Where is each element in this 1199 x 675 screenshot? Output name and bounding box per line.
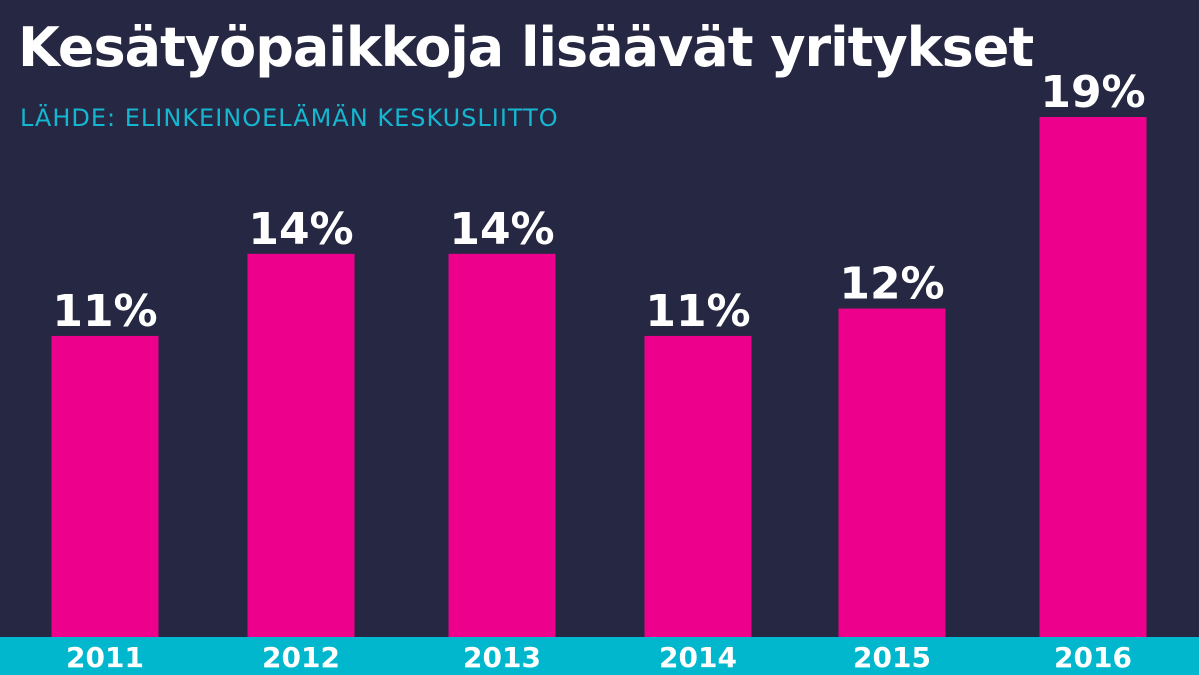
bar-2014 bbox=[644, 335, 752, 637]
x-tick-label-2013: 2013 bbox=[463, 641, 541, 674]
chart-source: LÄHDE: ELINKEINOELÄMÄN KESKUSLIITTO bbox=[20, 104, 559, 132]
x-tick-label-2014: 2014 bbox=[659, 641, 737, 674]
x-tick-labels-group: 2011 2012 2013 2014 2015 2016 bbox=[66, 641, 1132, 674]
value-label-2013: 14% bbox=[449, 204, 554, 255]
value-label-2014: 11% bbox=[645, 286, 750, 337]
bar-2011 bbox=[51, 335, 159, 637]
bar-2013 bbox=[448, 253, 556, 637]
x-tick-label-2015: 2015 bbox=[853, 641, 931, 674]
value-label-2011: 11% bbox=[52, 286, 157, 337]
x-tick-label-2016: 2016 bbox=[1054, 641, 1132, 674]
x-tick-label-2012: 2012 bbox=[262, 641, 340, 674]
value-label-2012: 14% bbox=[248, 204, 353, 255]
x-tick-label-2011: 2011 bbox=[66, 641, 144, 674]
bar-2015 bbox=[838, 308, 946, 637]
value-label-2016: 19% bbox=[1040, 67, 1145, 118]
x-axis-band bbox=[0, 637, 1199, 675]
bars-group bbox=[51, 116, 1147, 638]
value-labels-group: 11% 14% 14% 11% 12% 19% bbox=[52, 67, 1145, 337]
value-label-2015: 12% bbox=[839, 259, 944, 310]
bar-2012 bbox=[247, 253, 355, 637]
chart-title: Kesätyöpaikkoja lisäävät yritykset bbox=[18, 16, 1034, 79]
bar-2016 bbox=[1039, 116, 1147, 638]
